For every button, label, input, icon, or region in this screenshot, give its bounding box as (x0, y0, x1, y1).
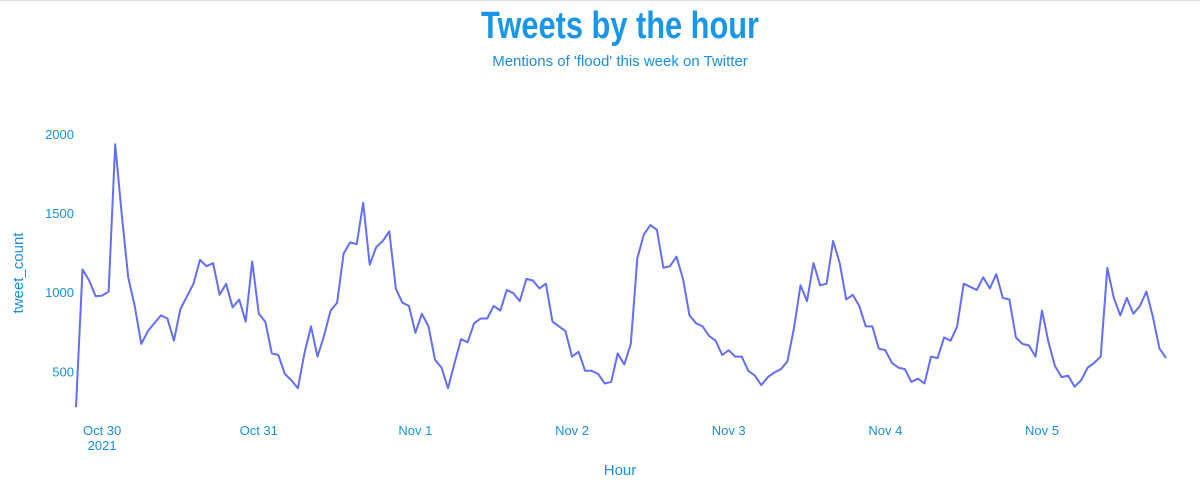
x-tick-label: Oct 30 (83, 423, 121, 438)
x-axis-label: Hour (604, 462, 637, 479)
y-tick-label: 1000 (45, 285, 74, 300)
y-tick-label: 500 (52, 364, 74, 379)
y-tick-label: 1500 (45, 206, 74, 221)
x-tick-label: Oct 31 (240, 423, 278, 438)
x-tick-label: Nov 4 (868, 423, 902, 438)
chart-title: Tweets by the hour (481, 5, 759, 47)
y-axis-label: tweet_count (10, 232, 27, 314)
data-line (75, 143, 1167, 408)
chart-subtitle: Mentions of 'flood' this week on Twitter (492, 53, 748, 70)
x-tick-label: Nov 5 (1025, 423, 1059, 438)
x-tick-label: Nov 2 (555, 423, 589, 438)
x-tick-label: Nov 1 (398, 423, 432, 438)
y-tick-label: 2000 (45, 127, 74, 142)
x-tick-label: Nov 3 (712, 423, 746, 438)
x-tick-year: 2021 (88, 438, 117, 453)
